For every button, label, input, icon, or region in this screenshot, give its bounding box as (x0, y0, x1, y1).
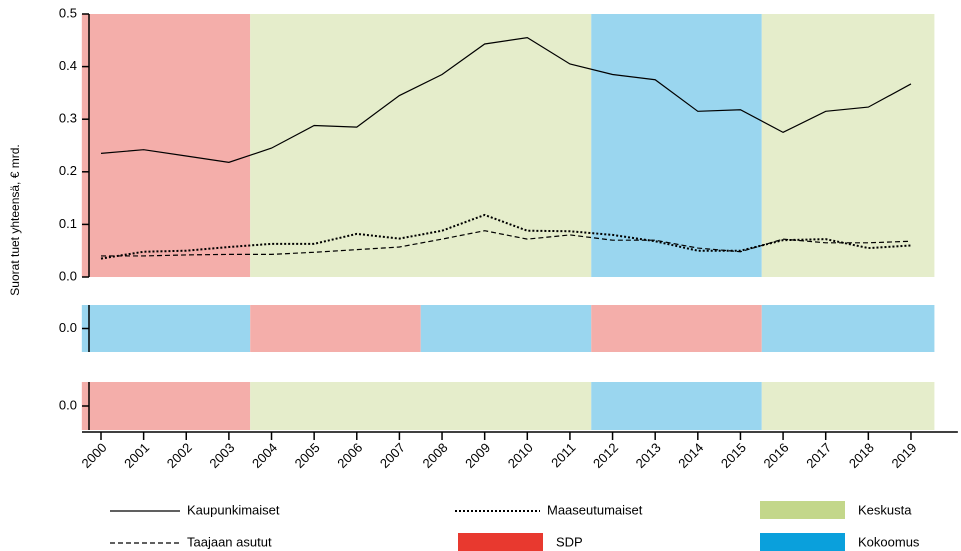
party-band (761, 382, 935, 430)
x-tick-label: 2000 (78, 440, 109, 471)
line-series (101, 230, 911, 257)
x-tick-label: 2007 (377, 440, 408, 471)
y-tick-label: 0.1 (59, 216, 77, 231)
legend-label: Maaseutumaiset (547, 502, 643, 517)
legend-label: Kaupunkimaiset (187, 502, 280, 517)
legend-swatch (458, 533, 543, 551)
x-tick-label: 2013 (633, 440, 664, 471)
x-tick-label: 2015 (718, 440, 749, 471)
x-tick-label: 2012 (590, 440, 621, 471)
x-tick-label: 2002 (164, 440, 195, 471)
party-band (761, 14, 935, 277)
party-band (420, 305, 592, 352)
x-tick-label: 2016 (761, 440, 792, 471)
x-tick-label: 2017 (803, 440, 834, 471)
y-tick-label: 0.0 (59, 397, 77, 412)
party-band (250, 382, 592, 430)
x-tick-label: 2011 (548, 440, 578, 470)
line-series (100, 37, 912, 163)
y-axis-label: Suorat tuet yhteensä, € mrd. (8, 144, 22, 295)
y-tick-label: 0.3 (59, 111, 77, 126)
y-tick-label: 0.5 (59, 5, 77, 20)
legend-label: Keskusta (858, 502, 912, 517)
x-tick-label: 2009 (462, 440, 493, 471)
party-band (591, 382, 762, 430)
legend-swatch (760, 533, 845, 551)
party-band (761, 305, 935, 352)
y-tick-label: 0.0 (59, 320, 77, 335)
legend-label: Taajaan asutut (187, 534, 272, 549)
x-tick-label: 2006 (334, 440, 365, 471)
party-band (81, 14, 251, 277)
y-tick-label: 0.0 (59, 268, 77, 283)
y-tick-label: 0.4 (59, 58, 77, 73)
x-tick-label: 2005 (292, 440, 323, 471)
legend-swatch (760, 501, 845, 519)
legend-label: SDP (556, 534, 583, 549)
party-band (250, 305, 421, 352)
x-tick-label: 2003 (206, 440, 237, 471)
x-tick-label: 2019 (888, 440, 919, 471)
legend-label: Kokoomus (858, 534, 920, 549)
party-band (250, 14, 592, 277)
x-tick-label: 2008 (420, 440, 451, 471)
party-band (591, 305, 762, 352)
party-band (81, 382, 251, 430)
x-tick-label: 2014 (675, 440, 706, 471)
x-tick-label: 2010 (505, 440, 536, 471)
y-tick-label: 0.2 (59, 163, 77, 178)
party-band (81, 305, 251, 352)
line-series (100, 213, 912, 260)
x-tick-label: 2001 (121, 440, 152, 471)
party-band (591, 14, 762, 277)
x-tick-label: 2018 (846, 440, 877, 471)
x-tick-label: 2004 (249, 440, 280, 471)
